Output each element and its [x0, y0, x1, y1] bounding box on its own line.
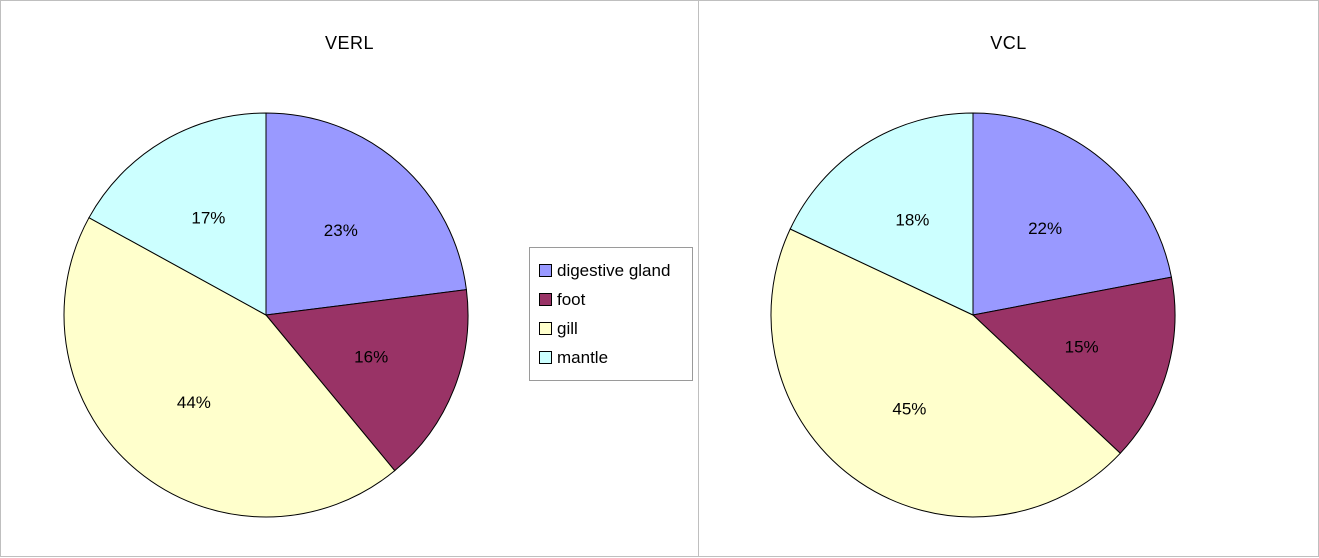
pie-slice-verl-foot — [265, 289, 469, 472]
slice-label-vcl-foot: 15% — [1065, 338, 1099, 357]
pie-slice-vcl-foot — [971, 276, 1176, 454]
legend-swatch-mantle — [539, 351, 552, 364]
slice-label-vcl-mantle: 18% — [895, 210, 929, 229]
slice-label-vcl-gill: 45% — [892, 400, 926, 419]
pie-slice-verl-gill — [63, 217, 396, 518]
slice-label-verl-mantle: 17% — [191, 209, 225, 228]
legend-item-gill: gill — [539, 314, 692, 343]
slice-label-verl-digestive-gland: 23% — [324, 221, 358, 240]
slice-label-verl-foot: 16% — [354, 348, 388, 367]
slice-label-vcl-digestive-gland: 22% — [1028, 219, 1062, 238]
legend-label-mantle: mantle — [557, 347, 609, 367]
legend-label-digestive-gland: digestive gland — [557, 260, 671, 280]
chart-title-vcl: VCL — [990, 33, 1027, 53]
legend-item-digestive-gland: digestive gland — [539, 256, 692, 285]
legend-swatch-digestive-gland — [539, 264, 552, 277]
chart-legend: digestive gland foot gill mantle — [529, 247, 693, 381]
legend-item-mantle: mantle — [539, 343, 692, 372]
pie-slice-verl-mantle — [88, 112, 267, 316]
legend-label-gill: gill — [557, 318, 578, 338]
pie-chart-verl: 23% 16% 44% 17% — [63, 112, 469, 518]
pie-slice-vcl-gill — [770, 228, 1121, 518]
legend-item-foot: foot — [539, 285, 692, 314]
pie-chart-vcl: 22% 15% 45% 18% — [770, 112, 1176, 518]
pie-slice-vcl-digestive-gland — [972, 112, 1173, 316]
slice-label-verl-gill: 44% — [177, 393, 211, 412]
chart-panel-vcl: VCL 22% 15% 45% 18% — [698, 0, 1319, 557]
legend-swatch-gill — [539, 322, 552, 335]
legend-swatch-foot — [539, 293, 552, 306]
chart-panel-verl: VERL 23% 16% 44% 17% digestive gland foot g… — [0, 0, 699, 557]
legend-label-foot: foot — [557, 289, 586, 309]
pie-slice-vcl-mantle — [789, 112, 974, 316]
chart-title-verl: VERL — [324, 33, 375, 53]
pie-slice-verl-digestive-gland — [265, 112, 467, 316]
